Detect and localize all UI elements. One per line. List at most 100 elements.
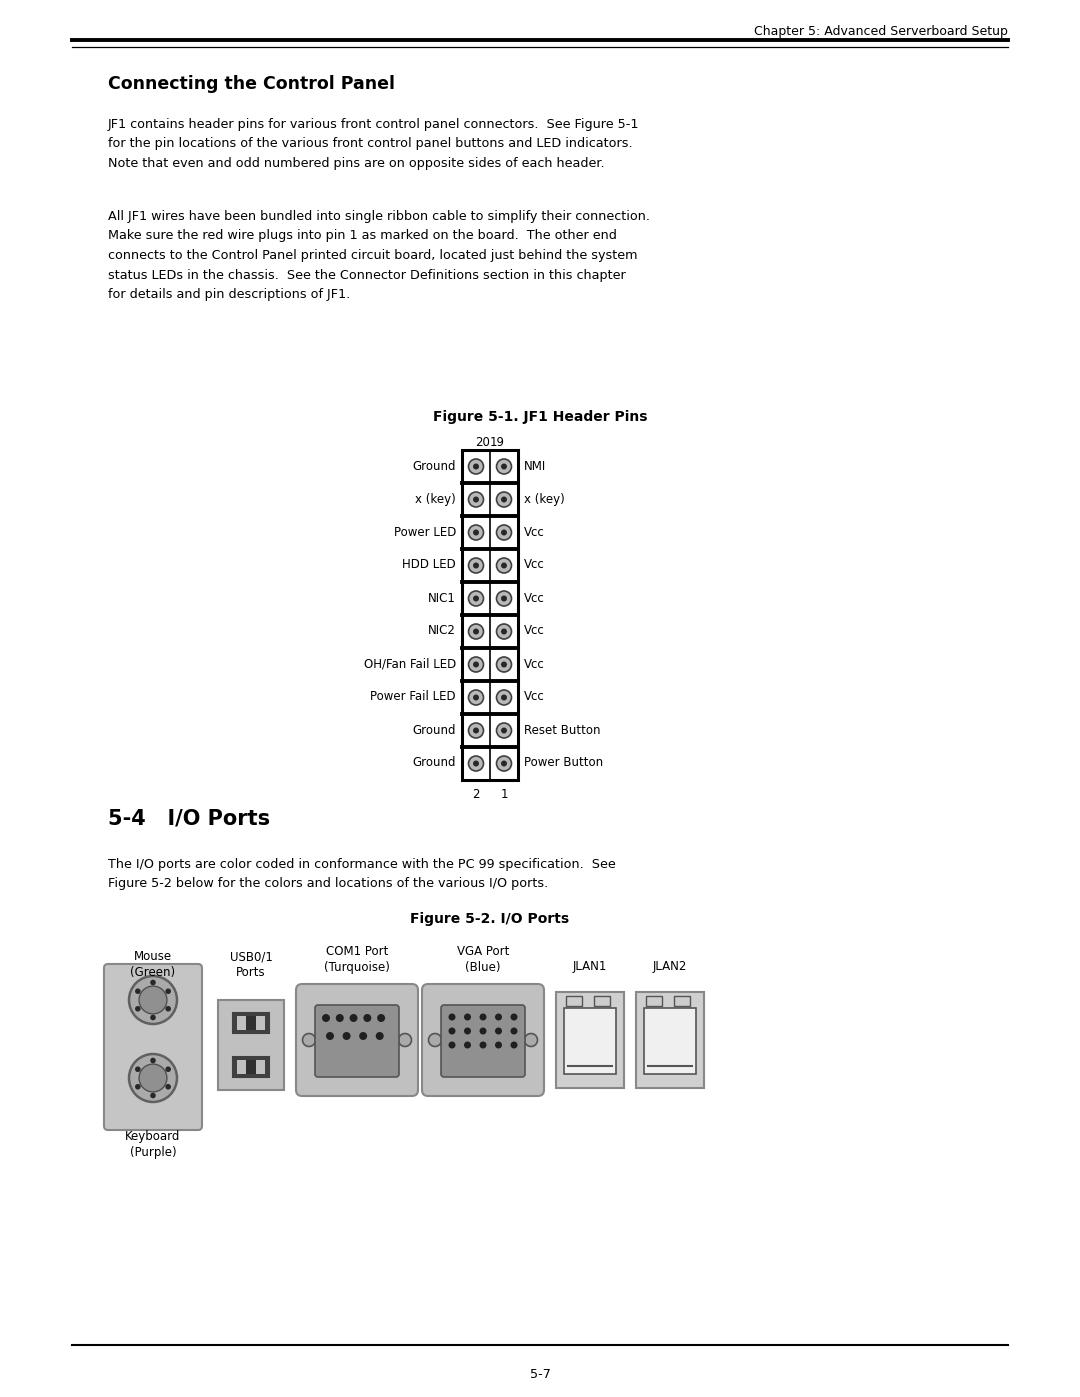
Text: All JF1 wires have been bundled into single ribbon cable to simplify their conne: All JF1 wires have been bundled into sin… [108,210,650,224]
Bar [237,1016,265,1030]
Circle shape [464,1013,471,1020]
Circle shape [497,624,512,638]
Circle shape [501,728,507,733]
Circle shape [473,563,480,569]
Text: JLAN2: JLAN2 [652,960,687,972]
Bar [233,1058,269,1077]
Text: Ground: Ground [413,757,456,770]
Text: for details and pin descriptions of JF1.: for details and pin descriptions of JF1. [108,288,350,300]
FancyBboxPatch shape [441,1004,525,1077]
Bar [646,996,662,1006]
Circle shape [135,1084,140,1090]
Bar [556,992,624,1088]
Text: Vcc: Vcc [524,559,544,571]
Bar [246,1060,256,1074]
Circle shape [497,460,512,474]
Text: VGA Port
(Blue): VGA Port (Blue) [457,944,509,974]
Circle shape [495,1042,502,1049]
Circle shape [448,1028,456,1035]
Circle shape [469,756,484,771]
Bar [564,1009,616,1074]
Circle shape [336,1014,343,1023]
Circle shape [326,1032,334,1039]
Circle shape [350,1014,357,1023]
Circle shape [501,563,507,569]
Text: NIC2: NIC2 [428,624,456,637]
Circle shape [322,1014,330,1023]
Circle shape [480,1028,486,1035]
Text: Keyboard
(Purple): Keyboard (Purple) [125,1130,180,1160]
Circle shape [497,756,512,771]
Circle shape [473,496,480,503]
Circle shape [497,492,512,507]
Circle shape [480,1042,486,1049]
Circle shape [150,1014,156,1020]
Circle shape [150,1058,156,1063]
Circle shape [480,1013,486,1020]
Circle shape [135,1066,140,1071]
Circle shape [429,1034,442,1046]
Text: Note that even and odd numbered pins are on opposite sides of each header.: Note that even and odd numbered pins are… [108,156,605,170]
Circle shape [473,595,480,602]
FancyBboxPatch shape [422,983,544,1097]
Circle shape [165,1006,171,1011]
Text: Figure 5-2. I/O Ports: Figure 5-2. I/O Ports [410,912,569,926]
Circle shape [399,1034,411,1046]
Bar [233,1013,269,1032]
Circle shape [360,1032,367,1039]
Text: Power Fail LED: Power Fail LED [370,690,456,704]
Bar [246,1016,256,1030]
Circle shape [363,1014,372,1023]
Text: Ground: Ground [413,460,456,472]
Circle shape [129,1053,177,1102]
Circle shape [448,1013,456,1020]
Circle shape [511,1028,517,1035]
FancyBboxPatch shape [296,983,418,1097]
Text: 5-4   I/O Ports: 5-4 I/O Ports [108,807,270,828]
Text: Vcc: Vcc [524,624,544,637]
Text: 19: 19 [489,436,504,448]
Circle shape [150,979,156,985]
Circle shape [150,1092,156,1098]
Circle shape [469,657,484,672]
Text: Vcc: Vcc [524,525,544,538]
Circle shape [473,529,480,535]
Text: JF1 contains header pins for various front control panel connectors.  See Figure: JF1 contains header pins for various fro… [108,117,639,131]
Text: 5-7: 5-7 [529,1368,551,1382]
Circle shape [165,1084,171,1090]
Circle shape [135,989,140,995]
Circle shape [511,1042,517,1049]
Text: 2: 2 [472,788,480,800]
Bar [644,1009,696,1074]
Text: connects to the Control Panel printed circuit board, located just behind the sys: connects to the Control Panel printed ci… [108,249,637,263]
Circle shape [501,496,507,503]
Text: COM1 Port
(Turquoise): COM1 Port (Turquoise) [324,944,390,974]
Text: Figure 5-2 below for the colors and locations of the various I/O ports.: Figure 5-2 below for the colors and loca… [108,877,549,890]
Text: status LEDs in the chassis.  See the Connector Definitions section in this chapt: status LEDs in the chassis. See the Conn… [108,268,625,282]
Text: 1: 1 [500,788,508,800]
Circle shape [501,464,507,469]
FancyBboxPatch shape [315,1004,399,1077]
Text: Vcc: Vcc [524,591,544,605]
Circle shape [469,557,484,573]
Text: JLAN1: JLAN1 [572,960,607,972]
Text: Power Button: Power Button [524,757,603,770]
Text: Power LED: Power LED [393,525,456,538]
Bar [462,450,518,780]
Bar [594,996,610,1006]
Circle shape [469,591,484,606]
Circle shape [448,1042,456,1049]
Text: x (key): x (key) [524,493,565,506]
Text: NMI: NMI [524,460,546,472]
Circle shape [473,662,480,668]
Circle shape [497,591,512,606]
Circle shape [135,1006,140,1011]
Circle shape [139,1065,167,1092]
Bar [674,996,690,1006]
Text: Vcc: Vcc [524,690,544,704]
Text: HDD LED: HDD LED [402,559,456,571]
Text: Mouse
(Green): Mouse (Green) [131,950,176,979]
Circle shape [377,1014,386,1023]
Text: Reset Button: Reset Button [524,724,600,736]
Text: USB0/1
Ports: USB0/1 Ports [230,950,272,979]
